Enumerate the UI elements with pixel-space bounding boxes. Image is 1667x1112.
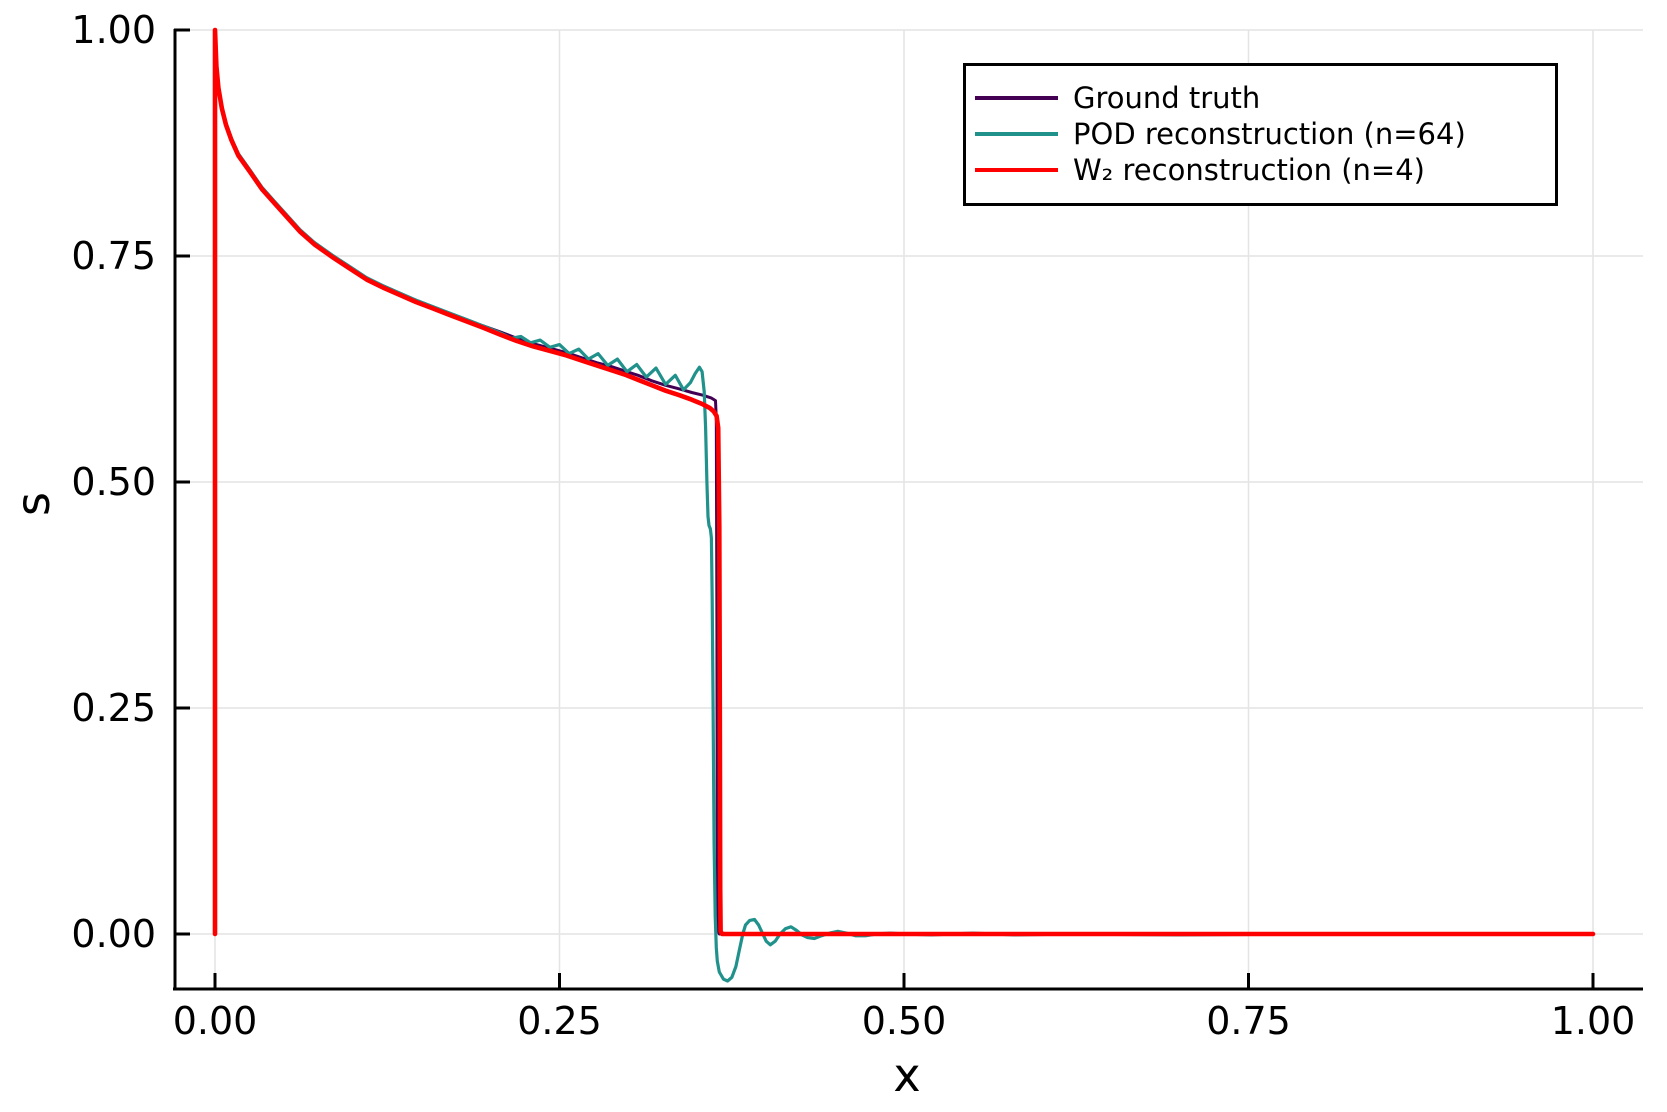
legend: Ground truth POD reconstruction (n=64) W… [963,63,1558,206]
legend-line-sample-pod [975,132,1058,136]
y-tick-label: 1.00 [71,8,156,52]
x-tick-label: 1.00 [1551,999,1636,1043]
x-tick-label: 0.00 [173,999,258,1043]
x-tick-label: 0.25 [517,999,602,1043]
y-tick-label: 0.75 [71,234,156,278]
legend-item-ground-truth: Ground truth [975,80,1545,116]
x-tick-label: 0.75 [1206,999,1291,1043]
y-tick-label: 0.00 [71,912,156,956]
series-line-2 [212,27,1596,937]
x-axis-label: x [893,1048,921,1102]
legend-item-w2: W₂ reconstruction (n=4) [975,152,1545,188]
y-tick-label: 0.25 [71,686,156,730]
legend-line-sample-ground-truth [975,96,1058,100]
y-axis-label: s [6,492,60,516]
legend-label-ground-truth: Ground truth [1073,81,1261,115]
legend-label-pod: POD reconstruction (n=64) [1073,117,1466,151]
x-tick-label: 0.50 [862,999,947,1043]
legend-item-pod: POD reconstruction (n=64) [975,116,1545,152]
legend-line-sample-w2 [975,168,1058,172]
legend-label-w2: W₂ reconstruction (n=4) [1073,153,1425,187]
y-tick-label: 0.50 [71,460,156,504]
